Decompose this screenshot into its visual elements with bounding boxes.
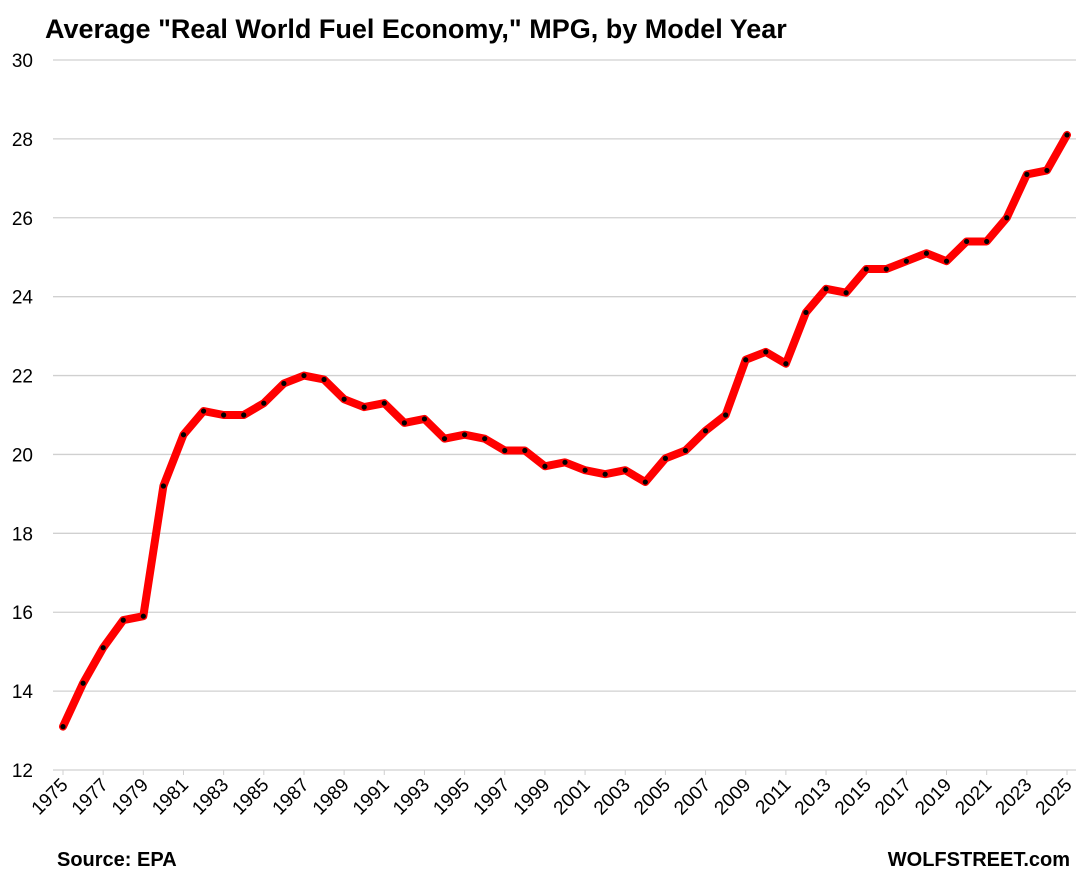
y-tick-label: 22 (12, 367, 33, 388)
y-tick-label: 28 (12, 130, 33, 151)
data-point (200, 408, 207, 414)
x-tick-label: 2017 (871, 775, 916, 820)
data-point (903, 258, 909, 264)
data-point (1044, 167, 1050, 174)
data-point (883, 266, 889, 272)
data-point (421, 416, 428, 422)
x-tick-label: 2013 (791, 775, 836, 820)
x-tick-label: 2025 (1032, 775, 1077, 820)
data-point (662, 455, 669, 461)
data-point (160, 483, 166, 489)
data-point (743, 357, 749, 363)
y-tick-label: 12 (12, 761, 33, 782)
data-point (261, 400, 267, 406)
data-point (863, 266, 869, 272)
data-point (562, 459, 568, 465)
x-tick-label: 1989 (309, 775, 354, 820)
data-point (321, 376, 327, 383)
data-point (1064, 132, 1070, 138)
source-note: Source: EPA (57, 849, 177, 871)
data-point (100, 645, 106, 651)
data-point (763, 349, 769, 355)
data-point (180, 432, 187, 438)
credit: WOLFSTREET.com (888, 849, 1070, 871)
x-tick-label: 2001 (550, 775, 595, 820)
x-tick-label: 2009 (711, 775, 756, 820)
x-tick-label: 1999 (510, 775, 555, 820)
data-point (462, 432, 468, 438)
data-point (522, 447, 528, 454)
x-tick-label: 1993 (389, 775, 434, 820)
data-point (823, 286, 829, 292)
data-point (341, 396, 347, 402)
data-point (642, 479, 648, 485)
data-point (803, 309, 809, 316)
x-tick-label: 2023 (992, 775, 1037, 820)
chart-title: Average "Real World Fuel Economy," MPG, … (45, 14, 787, 44)
data-point (843, 290, 849, 296)
x-tick-label: 2021 (951, 775, 996, 820)
x-tick-label: 1983 (188, 775, 233, 820)
x-tick-label: 1979 (108, 775, 153, 820)
data-point (783, 361, 789, 367)
y-tick-label: 16 (12, 603, 33, 624)
data-point (221, 412, 227, 418)
data-point (582, 467, 588, 473)
data-point (622, 467, 628, 473)
data-point (602, 471, 608, 477)
data-point (943, 258, 950, 264)
x-tick-label: 1977 (68, 775, 113, 820)
x-tick-label: 1995 (429, 775, 474, 820)
data-point (502, 447, 508, 454)
data-point (964, 238, 970, 245)
x-tick-label: 1975 (28, 775, 73, 820)
data-point (60, 724, 66, 730)
y-tick-label: 20 (12, 445, 33, 466)
x-tick-label: 2005 (630, 775, 675, 820)
x-tick-label: 2019 (911, 775, 956, 820)
data-point (542, 463, 548, 469)
y-tick-label: 30 (12, 51, 33, 72)
data-point (80, 680, 86, 686)
y-tick-label: 18 (12, 524, 33, 545)
x-tick-label: 1987 (269, 775, 314, 820)
x-tick-label: 2007 (670, 775, 715, 820)
x-tick-label: 1997 (470, 775, 515, 820)
data-point (482, 436, 488, 442)
x-tick-label: 1991 (349, 775, 394, 820)
data-point (1024, 171, 1030, 177)
data-point (120, 617, 126, 623)
x-tick-label: 2011 (752, 775, 796, 819)
data-point (984, 238, 990, 245)
x-tick-label: 2015 (831, 775, 876, 820)
data-point (301, 372, 307, 379)
data-point (281, 380, 287, 387)
data-point (702, 428, 709, 434)
data-point (140, 613, 146, 619)
data-point (401, 420, 407, 426)
series-line (59, 130, 1071, 731)
data-point (361, 404, 367, 410)
x-tick-label: 2003 (590, 775, 635, 820)
y-tick-label: 14 (12, 682, 34, 703)
data-point (682, 447, 689, 454)
data-point (441, 436, 448, 442)
data-point (241, 412, 247, 418)
y-tick-label: 26 (12, 209, 33, 230)
data-point (381, 400, 387, 406)
x-tick-label: 1985 (229, 775, 274, 820)
data-point (1004, 215, 1010, 221)
data-point (923, 250, 930, 256)
x-tick-label: 1981 (148, 775, 193, 820)
data-point (723, 412, 729, 418)
y-tick-label: 24 (12, 288, 34, 309)
